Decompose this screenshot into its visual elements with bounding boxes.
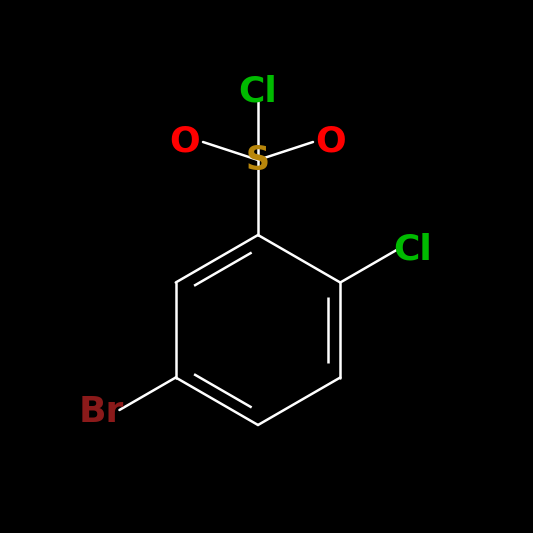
Text: Cl: Cl <box>393 233 432 267</box>
Text: Br: Br <box>79 395 124 429</box>
Text: S: S <box>246 143 270 176</box>
Text: Cl: Cl <box>239 75 277 109</box>
Text: O: O <box>169 125 200 159</box>
Text: O: O <box>316 125 346 159</box>
